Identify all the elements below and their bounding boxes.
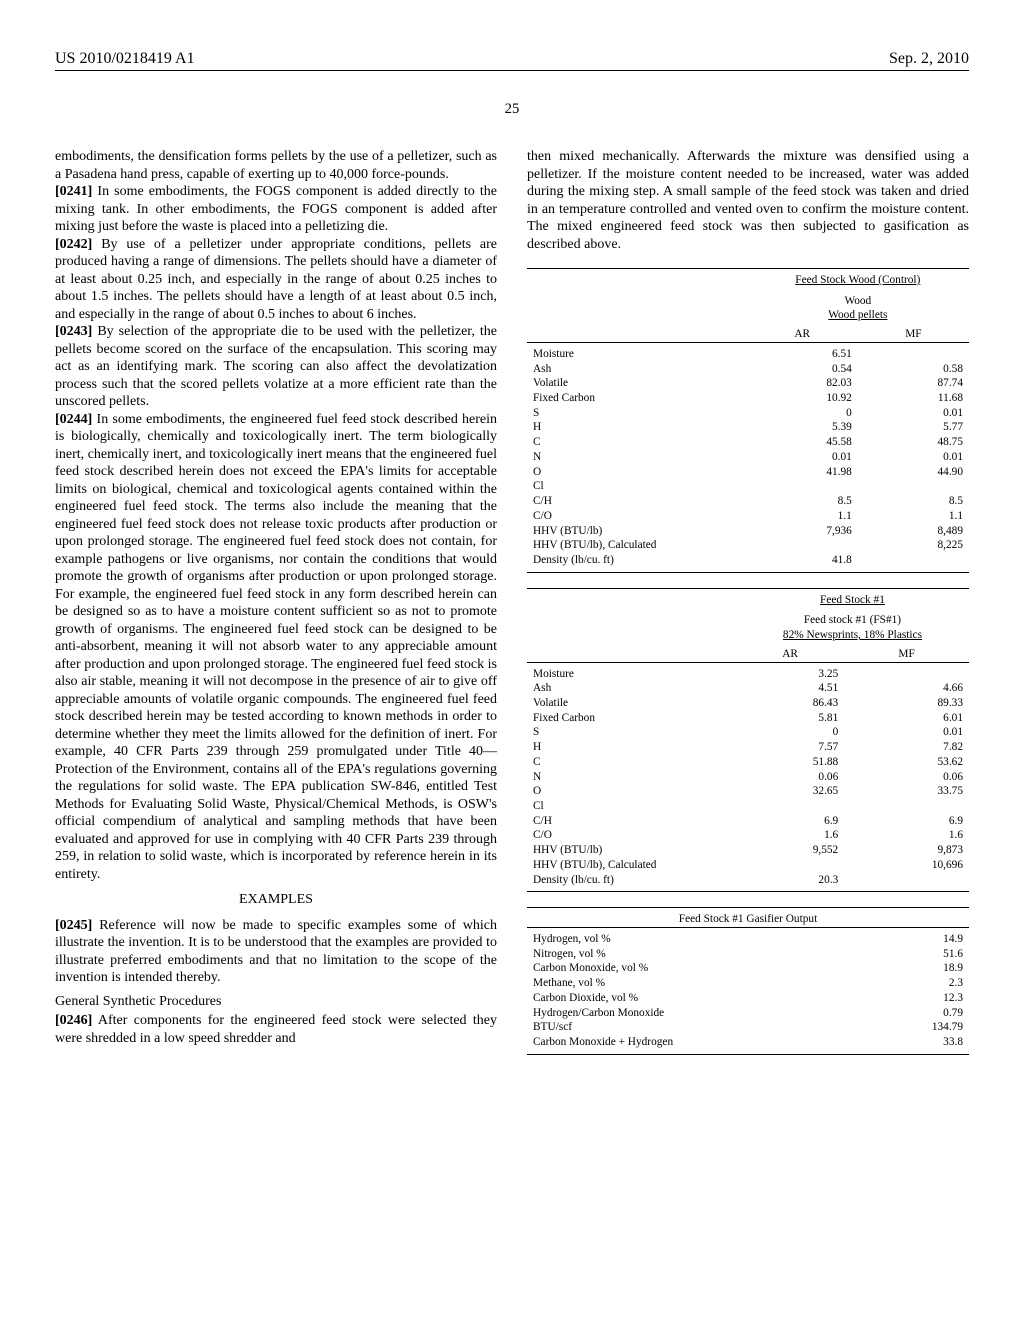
para-number: [0244] bbox=[55, 412, 92, 427]
table-row: Fixed Carbon10.9211.68 bbox=[527, 391, 969, 406]
table1-subtitle2: Wood pellets bbox=[828, 309, 887, 321]
table-row: HHV (BTU/lb)7,9368,489 bbox=[527, 524, 969, 539]
col-mf: MF bbox=[858, 327, 969, 342]
para-0242: [0242] By use of a pelletizer under appr… bbox=[55, 236, 497, 324]
table-row: Carbon Monoxide + Hydrogen33.8 bbox=[527, 1035, 969, 1050]
table-row: Moisture6.51 bbox=[527, 347, 969, 362]
table-row: Volatile86.4389.33 bbox=[527, 696, 969, 711]
table2-subtitle1: Feed stock #1 (FS#1) bbox=[736, 613, 969, 628]
table-row: C45.5848.75 bbox=[527, 435, 969, 450]
table-row: Carbon Monoxide, vol %18.9 bbox=[527, 961, 969, 976]
page-number: 25 bbox=[55, 101, 969, 118]
table-row: BTU/scf134.79 bbox=[527, 1020, 969, 1035]
table-feedstock-1: Feed Stock #1 Feed stock #1 (FS#1) 82% N… bbox=[527, 588, 969, 893]
table-gasifier-output: Feed Stock #1 Gasifier Output Hydrogen, … bbox=[527, 907, 969, 1054]
table-row: HHV (BTU/lb), Calculated10,696 bbox=[527, 858, 969, 873]
para-number: [0241] bbox=[55, 184, 92, 199]
col-ar: AR bbox=[736, 647, 844, 662]
table-row: S00.01 bbox=[527, 725, 969, 740]
table-row: HHV (BTU/lb), Calculated8,225 bbox=[527, 538, 969, 553]
table-row: HHV (BTU/lb)9,5529,873 bbox=[527, 843, 969, 858]
para-continuation-right: then mixed mechanically. Afterwards the … bbox=[527, 148, 969, 253]
table-row: Ash4.514.66 bbox=[527, 681, 969, 696]
para-0245: [0245] Reference will now be made to spe… bbox=[55, 917, 497, 987]
table-row: Fixed Carbon5.816.01 bbox=[527, 711, 969, 726]
para-text: In some embodiments, the engineered fuel… bbox=[55, 412, 497, 882]
table-row: Moisture3.25 bbox=[527, 667, 969, 682]
general-procedures-heading: General Synthetic Procedures bbox=[55, 993, 497, 1011]
para-number: [0243] bbox=[55, 324, 92, 339]
para-text: By use of a pelletizer under appropriate… bbox=[55, 237, 497, 322]
para-continuation: embodiments, the densification forms pel… bbox=[55, 148, 497, 183]
publication-date: Sep. 2, 2010 bbox=[889, 50, 969, 68]
para-number: [0242] bbox=[55, 237, 92, 252]
para-text: After components for the engineered feed… bbox=[55, 1013, 497, 1046]
table-row: O32.6533.75 bbox=[527, 784, 969, 799]
right-column: then mixed mechanically. Afterwards the … bbox=[527, 148, 969, 1070]
content-area: embodiments, the densification forms pel… bbox=[55, 148, 969, 1070]
table-row: Cl bbox=[527, 479, 969, 494]
table-row: C/H6.96.9 bbox=[527, 814, 969, 829]
table-row: Density (lb/cu. ft)20.3 bbox=[527, 873, 969, 888]
table-row: Hydrogen/Carbon Monoxide0.79 bbox=[527, 1006, 969, 1021]
table-row: C51.8853.62 bbox=[527, 755, 969, 770]
table-row: Volatile82.0387.74 bbox=[527, 376, 969, 391]
table-row: Density (lb/cu. ft)41.8 bbox=[527, 553, 969, 568]
table-row: Ash0.540.58 bbox=[527, 362, 969, 377]
table-row: S00.01 bbox=[527, 406, 969, 421]
table-row: Nitrogen, vol %51.6 bbox=[527, 947, 969, 962]
para-text: By selection of the appropriate die to b… bbox=[55, 324, 497, 409]
table-row: H5.395.77 bbox=[527, 420, 969, 435]
left-column: embodiments, the densification forms pel… bbox=[55, 148, 497, 1070]
table2-title: Feed Stock #1 bbox=[820, 594, 885, 606]
table-row: Cl bbox=[527, 799, 969, 814]
col-mf: MF bbox=[844, 647, 969, 662]
para-0241: [0241] In some embodiments, the FOGS com… bbox=[55, 183, 497, 236]
para-number: [0246] bbox=[55, 1013, 92, 1028]
table-row: C/O1.11.1 bbox=[527, 509, 969, 524]
table-row: Methane, vol %2.3 bbox=[527, 976, 969, 991]
table-row: C/O1.61.6 bbox=[527, 828, 969, 843]
table1-title: Feed Stock Wood (Control) bbox=[795, 274, 920, 286]
page-header: US 2010/0218419 A1 Sep. 2, 2010 bbox=[55, 50, 969, 71]
publication-number: US 2010/0218419 A1 bbox=[55, 50, 195, 68]
para-text: In some embodiments, the FOGS component … bbox=[55, 184, 497, 234]
table1-subtitle1: Wood bbox=[747, 294, 969, 309]
table-row: N0.060.06 bbox=[527, 770, 969, 785]
table-row: H7.577.82 bbox=[527, 740, 969, 755]
table-row: N0.010.01 bbox=[527, 450, 969, 465]
para-0246: [0246] After components for the engineer… bbox=[55, 1012, 497, 1047]
table2-subtitle2: 82% Newsprints, 18% Plastics bbox=[783, 629, 922, 641]
para-text: Reference will now be made to specific e… bbox=[55, 918, 497, 986]
para-number: [0245] bbox=[55, 918, 92, 933]
para-0243: [0243] By selection of the appropriate d… bbox=[55, 323, 497, 411]
table-feedstock-wood: Feed Stock Wood (Control) Wood Wood pell… bbox=[527, 268, 969, 573]
table-row: O41.9844.90 bbox=[527, 465, 969, 480]
table-row: Carbon Dioxide, vol %12.3 bbox=[527, 991, 969, 1006]
examples-heading: EXAMPLES bbox=[55, 891, 497, 909]
table-row: Hydrogen, vol %14.9 bbox=[527, 932, 969, 947]
para-0244: [0244] In some embodiments, the engineer… bbox=[55, 411, 497, 884]
table3-title: Feed Stock #1 Gasifier Output bbox=[527, 912, 969, 927]
table-row: C/H8.58.5 bbox=[527, 494, 969, 509]
col-ar: AR bbox=[747, 327, 858, 342]
